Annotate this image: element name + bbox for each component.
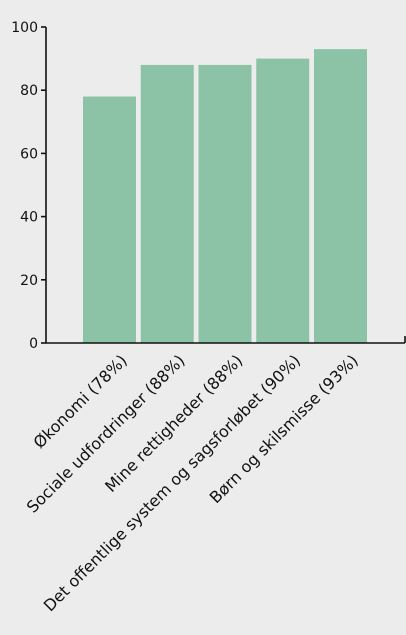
category-labels: Økonomi (78%)Sociale udfordringer (88%)M… bbox=[23, 351, 362, 615]
bar bbox=[314, 49, 367, 344]
bars bbox=[83, 49, 367, 344]
y-tick-label: 40 bbox=[20, 210, 38, 226]
y-axis: 0 20 40 60 80 100 bbox=[11, 20, 47, 352]
y-tick-label: 20 bbox=[20, 273, 38, 289]
bar bbox=[83, 96, 136, 344]
bar bbox=[256, 58, 310, 343]
y-tick-label: 0 bbox=[29, 336, 38, 352]
y-tick-label: 100 bbox=[11, 20, 38, 36]
bar bbox=[198, 64, 252, 344]
y-tick-label: 60 bbox=[20, 146, 38, 162]
x-axis bbox=[46, 336, 406, 344]
y-tick-label: 80 bbox=[20, 83, 38, 99]
bar bbox=[140, 64, 194, 344]
